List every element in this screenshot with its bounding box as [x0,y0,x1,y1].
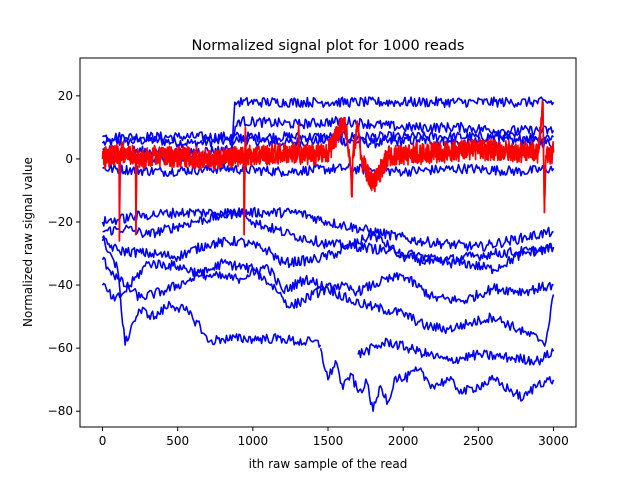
signal-line-11 [319,347,555,412]
y-tick-label: −40 [48,278,73,292]
x-tick-label: 1000 [238,434,269,448]
x-tick-label: 3000 [538,434,569,448]
signal-line-13 [101,207,555,265]
signal-line-12 [357,337,555,366]
highlight-layer [101,100,555,242]
highlight-signal-line-overlay-1 [101,100,555,242]
x-tick-label: 500 [166,434,189,448]
signal-line-10 [101,235,322,348]
signal-line-8 [101,256,554,309]
x-axis-ticks: 0 500 1000 1500 2000 2500 3000 [99,427,569,448]
y-tick-label: 20 [58,89,73,103]
signal-line-1 [101,134,555,149]
y-tick-label: −80 [48,404,73,418]
x-axis-label: ith raw sample of the read [249,457,408,471]
signal-line-2 [102,131,554,143]
x-tick-label: 0 [99,434,107,448]
y-axis-ticks: 20 0 −20 −40 −60 −80 [48,89,80,418]
signal-line-7 [101,230,555,275]
chart-title: Normalized signal plot for 1000 reads [191,38,464,54]
y-axis-label: Normalized raw signal value [21,157,35,327]
series-layer [101,96,555,412]
y-tick-label: 0 [65,152,73,166]
x-tick-label: 1500 [313,434,344,448]
x-tick-label: 2500 [463,434,494,448]
signal-line-9 [101,259,555,347]
y-tick-label: −20 [48,215,73,229]
signal-line-6 [102,206,554,252]
signal-line-3 [102,162,555,178]
x-tick-label: 2000 [388,434,419,448]
y-tick-label: −60 [48,341,73,355]
